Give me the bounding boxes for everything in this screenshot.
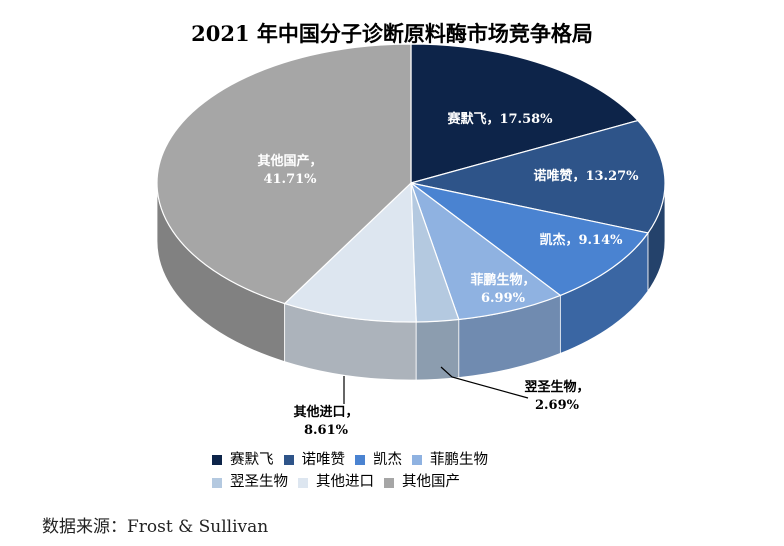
legend-swatch	[412, 455, 422, 465]
data-label-1: 赛默飞，17.58%	[446, 111, 553, 127]
pie-slice-7	[156, 43, 412, 305]
legend-label: 其他国产	[402, 474, 460, 490]
pie-slice-3	[410, 182, 650, 297]
pie-slice-4	[409, 181, 562, 321]
leader-line-yisheng	[440, 366, 529, 399]
pie-slice-2	[410, 119, 666, 234]
legend-swatch	[212, 455, 222, 465]
data-label-6: 其他进口， 8.61%	[293, 404, 358, 438]
legend-item-1: 赛默飞	[212, 451, 274, 470]
legend-item-3: 凯杰	[355, 451, 402, 470]
legend-swatch	[355, 455, 365, 465]
legend-swatch	[298, 477, 308, 488]
pie-side-5	[415, 319, 460, 381]
chart-legend: 赛默飞 诺唯赞 凯杰 菲鹏生物翌圣生物 其他进口 其他国产	[212, 450, 652, 495]
chart-title: 2021 年中国分子诊断原料酶市场竞争格局	[191, 21, 593, 46]
legend-swatch	[283, 455, 294, 465]
legend-item-4: 菲鹏生物	[412, 451, 488, 470]
data-label-2: 诺唯赞，13.27%	[533, 168, 639, 184]
legend-label: 翌圣生物	[230, 474, 288, 490]
legend-label: 赛默飞	[230, 451, 274, 468]
legend-label: 其他进口	[316, 474, 374, 490]
pie-chart: 赛默飞，17.58% 诺唯赞，13.27% 凯杰，9.14% 菲鹏生物， 6.99% 翌圣…	[156, 43, 666, 438]
legend-label: 菲鹏生物	[430, 451, 488, 468]
pie-slice-6	[283, 181, 417, 323]
legend-swatch	[212, 477, 222, 488]
legend-item-2: 诺唯赞	[283, 451, 346, 470]
data-label-4: 菲鹏生物， 6.99%	[470, 272, 535, 306]
data-label-3: 凯杰，9.14%	[539, 232, 623, 248]
legend-item-7: 其他国产	[384, 473, 460, 492]
data-source: 数据来源：Frost & Sullivan	[42, 517, 269, 537]
data-label-5: 翌圣生物， 2.69%	[524, 379, 589, 413]
legend-swatch	[384, 477, 394, 488]
legend-item-6: 其他进口	[298, 473, 374, 492]
legend-label: 诺唯赞	[301, 451, 346, 468]
legend-item-5: 翌圣生物	[212, 473, 288, 492]
pie-slice-1	[410, 43, 640, 184]
data-label-7: 其他国产， 41.71%	[257, 153, 322, 187]
legend-label: 凯杰	[373, 451, 402, 468]
